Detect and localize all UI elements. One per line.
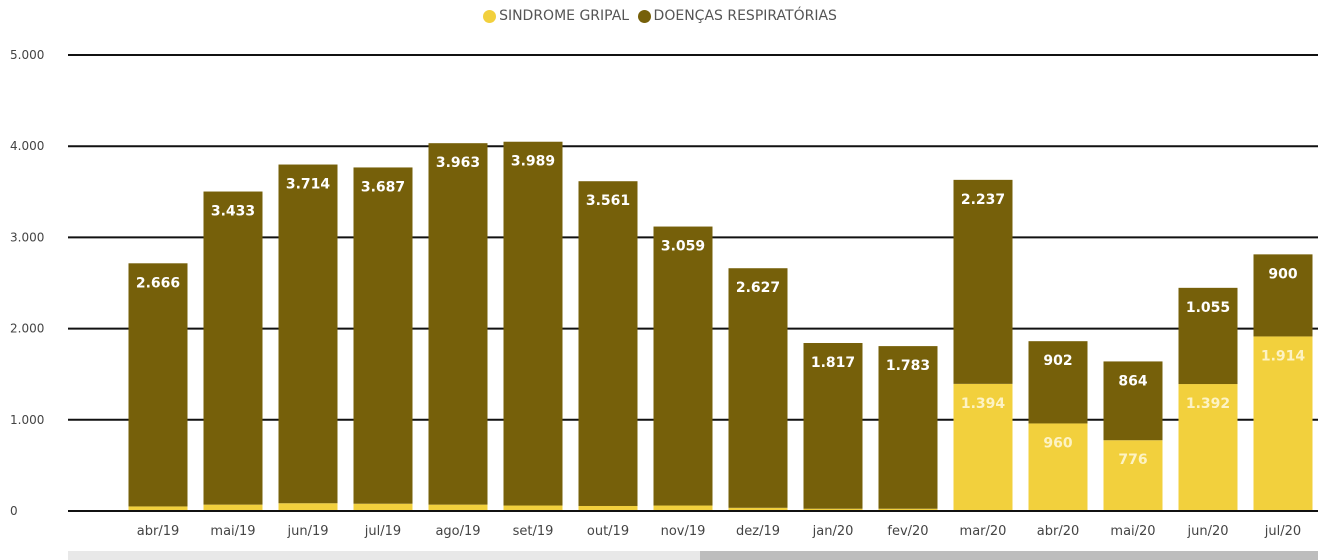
x-tick-label: mar/20 <box>960 524 1007 539</box>
bar-doencas-respiratorias[interactable] <box>203 191 263 505</box>
data-label: 3.433 <box>211 204 255 220</box>
bar-sindrome-gripal[interactable] <box>1178 384 1238 511</box>
x-tick-label: jun/20 <box>1186 524 1228 539</box>
legend-swatch-sindrome-gripal <box>483 9 497 23</box>
data-label: 3.714 <box>286 177 331 193</box>
data-label: 3.989 <box>511 154 555 170</box>
bar-doencas-respiratorias[interactable] <box>1103 361 1163 441</box>
data-label: 3.561 <box>586 193 630 209</box>
bar-doencas-respiratorias[interactable] <box>878 346 938 509</box>
bar-sindrome-gripal[interactable] <box>1253 336 1313 511</box>
bar-sindrome-gripal[interactable] <box>1028 423 1088 511</box>
bar-sindrome-gripal[interactable] <box>803 508 863 511</box>
legend: SINDROME GRIPAL DOENÇAS RESPIRATÓRIAS <box>0 8 1320 27</box>
bar-sindrome-gripal[interactable] <box>428 504 488 511</box>
bar-sindrome-gripal[interactable] <box>203 504 263 511</box>
bar-doencas-respiratorias[interactable] <box>803 343 863 509</box>
y-tick-label: 3.000 <box>10 230 44 244</box>
bar-doencas-respiratorias[interactable] <box>578 181 638 506</box>
bar-sindrome-gripal[interactable] <box>578 505 638 511</box>
y-tick-label: 5.000 <box>10 48 44 62</box>
x-tick-label: jan/20 <box>812 524 854 539</box>
bar-doencas-respiratorias[interactable] <box>428 143 488 505</box>
data-label: 960 <box>1043 435 1072 451</box>
data-label: 776 <box>1118 452 1147 468</box>
bar-doencas-respiratorias[interactable] <box>953 179 1013 384</box>
data-label: 1.055 <box>1186 300 1230 316</box>
x-tick-label: fev/20 <box>887 524 928 539</box>
bar-doencas-respiratorias[interactable] <box>728 268 788 508</box>
legend-item-sindrome-gripal[interactable]: SINDROME GRIPAL <box>483 8 629 24</box>
data-label: 2.666 <box>136 275 180 291</box>
x-tick-label: out/19 <box>587 524 629 539</box>
bar-sindrome-gripal[interactable] <box>353 503 413 511</box>
y-tick-label: 2.000 <box>10 322 44 336</box>
data-label: 1.914 <box>1261 348 1306 364</box>
bar-doencas-respiratorias[interactable] <box>653 226 713 506</box>
bar-sindrome-gripal[interactable] <box>128 506 188 511</box>
data-label: 3.687 <box>361 179 405 195</box>
x-tick-label: nov/19 <box>661 524 706 539</box>
bar-doencas-respiratorias[interactable] <box>1028 341 1088 424</box>
data-label: 900 <box>1268 266 1297 282</box>
x-tick-label: ago/19 <box>435 524 480 539</box>
bar-doencas-respiratorias[interactable] <box>128 263 188 507</box>
x-tick-label: abr/20 <box>1037 524 1080 539</box>
bar-doencas-respiratorias[interactable] <box>1253 254 1313 337</box>
legend-swatch-doencas-respiratorias <box>637 9 651 23</box>
bar-sindrome-gripal[interactable] <box>278 503 338 511</box>
data-label: 902 <box>1043 353 1072 369</box>
data-label: 1.817 <box>811 355 855 371</box>
y-tick-label: 1.000 <box>10 413 44 427</box>
x-tick-label: abr/19 <box>137 524 180 539</box>
data-label: 1.394 <box>961 396 1006 412</box>
data-label: 2.627 <box>736 280 780 296</box>
data-label: 2.237 <box>961 192 1005 208</box>
bar-doencas-respiratorias[interactable] <box>503 141 563 506</box>
bar-sindrome-gripal[interactable] <box>503 505 563 511</box>
data-label: 1.783 <box>886 358 930 374</box>
data-label: 3.059 <box>661 239 705 255</box>
y-tick-label: 4.000 <box>10 139 44 153</box>
bar-sindrome-gripal[interactable] <box>728 507 788 511</box>
bar-sindrome-gripal[interactable] <box>878 508 938 511</box>
y-tick-label: 0 <box>10 504 18 518</box>
data-label: 1.392 <box>1186 396 1230 412</box>
x-tick-label: mai/19 <box>210 524 255 539</box>
legend-label-sindrome-gripal: SINDROME GRIPAL <box>499 8 630 24</box>
x-tick-label: jul/20 <box>1264 524 1301 539</box>
legend-item-doencas-respiratorias[interactable]: DOENÇAS RESPIRATÓRIAS <box>637 8 837 24</box>
bar-doencas-respiratorias[interactable] <box>1178 287 1238 385</box>
bar-sindrome-gripal[interactable] <box>1103 440 1163 511</box>
x-tick-label: set/19 <box>513 524 554 539</box>
scrollbar-thumb[interactable] <box>700 551 1318 560</box>
bar-sindrome-gripal[interactable] <box>953 383 1013 511</box>
horizontal-scrollbar[interactable] <box>68 551 1318 560</box>
x-tick-label: dez/19 <box>736 524 780 539</box>
data-label: 3.963 <box>436 155 480 171</box>
x-tick-label: mai/20 <box>1110 524 1155 539</box>
data-label: 864 <box>1118 373 1147 389</box>
bar-sindrome-gripal[interactable] <box>653 505 713 511</box>
bar-doencas-respiratorias[interactable] <box>278 164 338 504</box>
bar-doencas-respiratorias[interactable] <box>353 167 413 504</box>
legend-label-doencas-respiratorias: DOENÇAS RESPIRATÓRIAS <box>653 8 837 24</box>
x-tick-label: jul/19 <box>364 524 401 539</box>
x-tick-label: jun/19 <box>286 524 328 539</box>
